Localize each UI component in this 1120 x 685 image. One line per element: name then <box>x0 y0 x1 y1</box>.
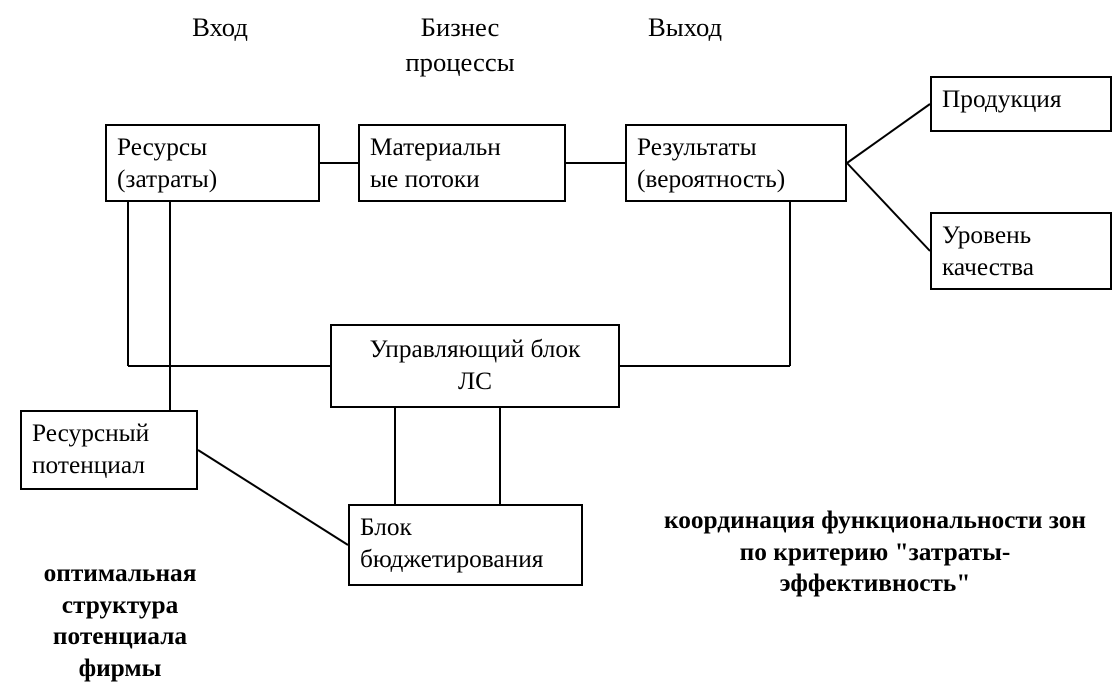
edge <box>847 163 930 251</box>
caption-left: оптимальная структура потенциала фирмы <box>30 558 210 685</box>
node-results: Результаты (вероятность) <box>625 124 847 202</box>
node-product: Продукция <box>930 76 1112 132</box>
edge <box>198 450 348 545</box>
node-control: Управляющий блок ЛС <box>330 324 620 408</box>
header-process: Бизнес процессы <box>375 10 545 79</box>
node-quality: Уровень качества <box>930 212 1112 290</box>
caption-right: координация функциональности зон по крит… <box>655 505 1095 600</box>
node-budget: Блок бюджетирования <box>348 504 583 586</box>
node-resources: Ресурсы (затраты) <box>105 124 320 202</box>
header-output: Выход <box>625 10 745 45</box>
node-flows: Материальн ые потоки <box>358 124 566 202</box>
header-input: Вход <box>160 10 280 45</box>
edge <box>847 104 930 163</box>
diagram-stage: Вход Бизнес процессы Выход Ресурсы (затраты… <box>0 0 1120 663</box>
node-potential: Ресурсный потенциал <box>20 410 198 490</box>
